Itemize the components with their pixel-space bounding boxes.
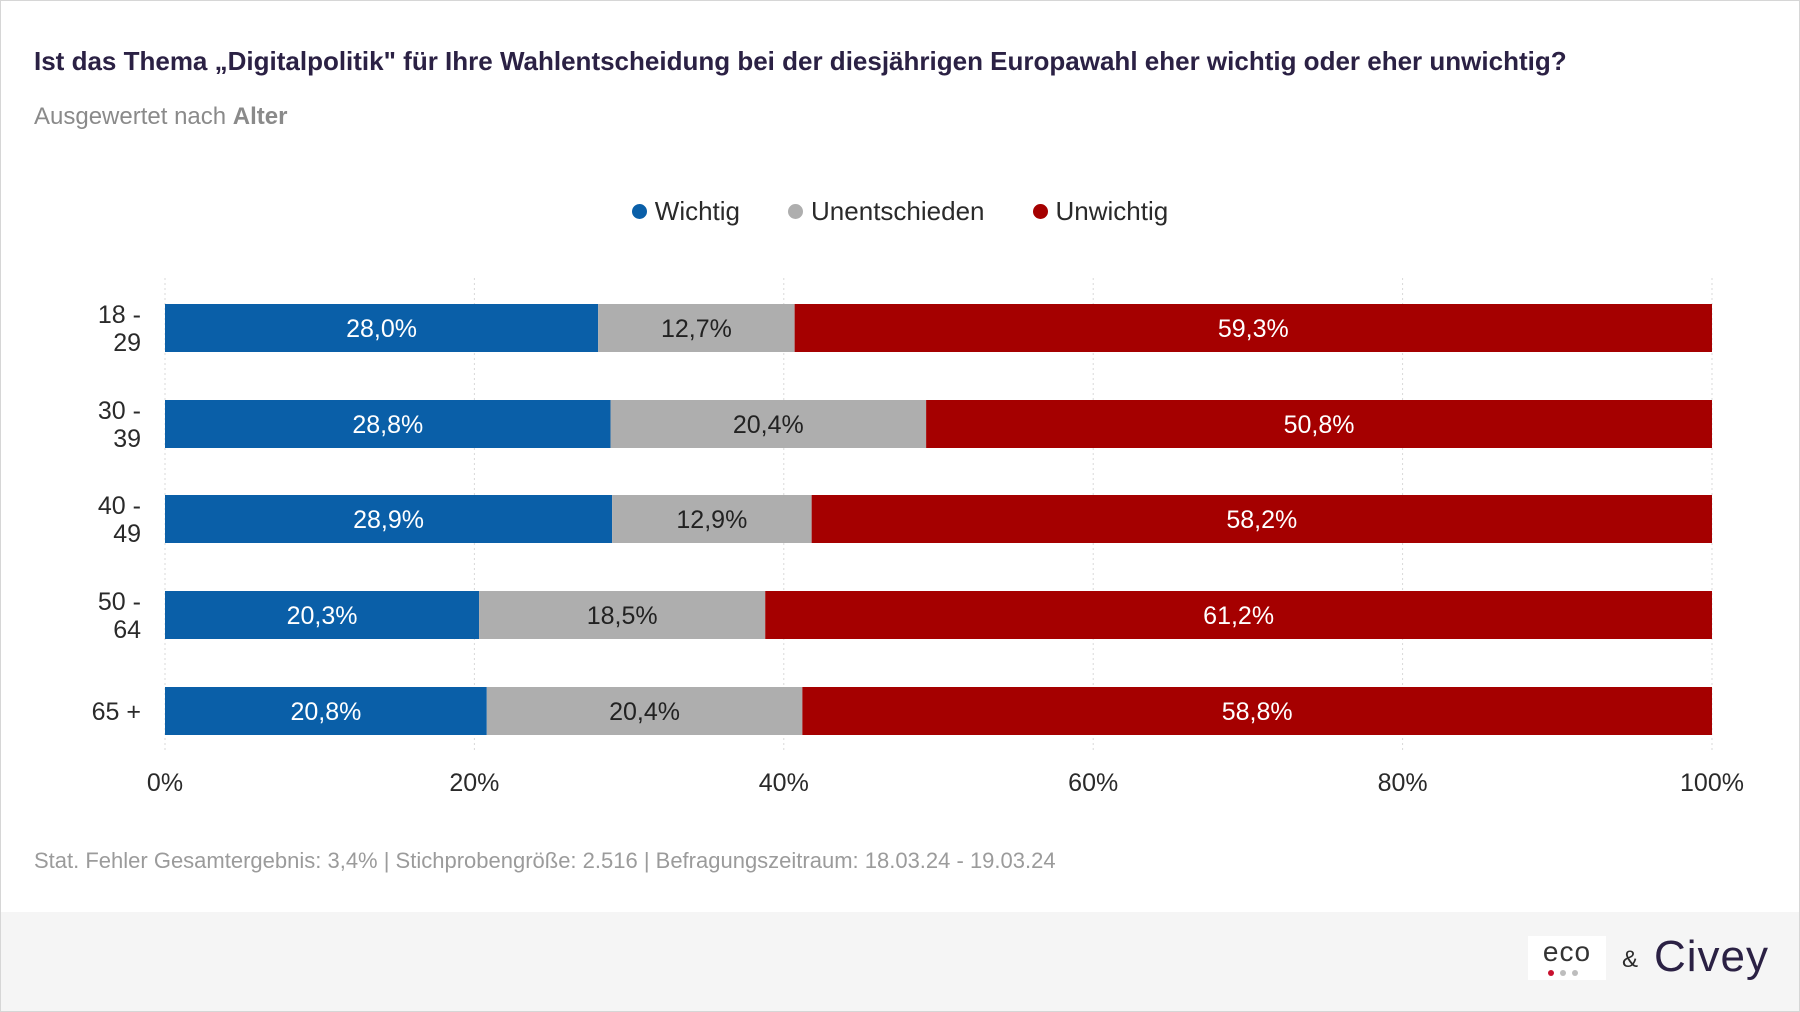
data-label: 20,3% bbox=[287, 602, 358, 630]
bar-segment bbox=[802, 687, 1712, 735]
bar-segment bbox=[765, 591, 1712, 639]
eco-logo: eco bbox=[1528, 936, 1606, 980]
bar-segment bbox=[165, 304, 599, 352]
legend-swatch bbox=[788, 204, 804, 219]
subtitle-prefix: Ausgewertet nach bbox=[34, 103, 227, 130]
data-label: 58,2% bbox=[1226, 506, 1297, 534]
legend: Wichtig Unentschieden Unwichtig bbox=[0, 196, 1800, 227]
bar-segment bbox=[612, 495, 812, 543]
x-tick-label: 80% bbox=[1378, 769, 1428, 797]
x-tick-label: 40% bbox=[759, 769, 809, 797]
eco-dot bbox=[1560, 970, 1566, 976]
legend-swatch bbox=[631, 204, 647, 219]
bar-segment bbox=[165, 687, 487, 735]
bar-segment bbox=[165, 591, 480, 639]
data-label: 12,7% bbox=[661, 315, 732, 343]
y-category-label: 18 - bbox=[98, 301, 141, 329]
chart-subtitle: Ausgewertet nach Alter bbox=[34, 103, 287, 131]
legend-item: Unwichtig bbox=[1032, 196, 1169, 227]
legend-label: Unentschieden bbox=[811, 196, 985, 226]
y-category-label: 40 - bbox=[98, 492, 141, 520]
eco-dot bbox=[1548, 970, 1554, 976]
x-tick-label: 100% bbox=[1680, 769, 1744, 797]
data-label: 59,3% bbox=[1218, 315, 1289, 343]
data-label: 58,8% bbox=[1222, 698, 1293, 726]
data-label: 18,5% bbox=[587, 602, 658, 630]
y-category-label: 29 bbox=[113, 329, 141, 357]
eco-logo-text: eco bbox=[1542, 936, 1592, 967]
bar-segment bbox=[610, 400, 927, 448]
legend-label: Wichtig bbox=[654, 196, 741, 226]
bar-segment bbox=[794, 304, 1712, 352]
bar-segment bbox=[811, 495, 1712, 543]
footnote: Stat. Fehler Gesamtergebnis: 3,4% | Stic… bbox=[34, 848, 1056, 873]
legend-label: Unwichtig bbox=[1055, 196, 1169, 226]
data-label: 61,2% bbox=[1203, 602, 1274, 630]
eco-logo-dots bbox=[1548, 970, 1578, 976]
y-category-label: 50 - bbox=[98, 588, 141, 616]
data-label: 20,4% bbox=[733, 411, 804, 439]
data-label: 50,8% bbox=[1284, 411, 1355, 439]
bar-segment bbox=[479, 591, 766, 639]
chart-title: Ist das Thema „Digitalpolitik" für Ihre … bbox=[34, 46, 1567, 76]
y-category-label: 64 bbox=[113, 616, 141, 644]
bar-segment bbox=[486, 687, 803, 735]
footer-bar bbox=[1, 912, 1799, 1011]
eco-dot bbox=[1572, 970, 1578, 976]
legend-item: Wichtig bbox=[631, 196, 741, 227]
bar-segment bbox=[165, 400, 611, 448]
x-tick-label: 20% bbox=[449, 769, 499, 797]
bar-segment bbox=[165, 495, 613, 543]
y-category-label: 65 + bbox=[92, 698, 141, 726]
data-label: 28,8% bbox=[352, 411, 423, 439]
data-label: 20,8% bbox=[290, 698, 361, 726]
data-label: 20,4% bbox=[609, 698, 680, 726]
legend-item: Unentschieden bbox=[788, 196, 985, 227]
bar-segment bbox=[598, 304, 795, 352]
legend-swatch bbox=[1032, 204, 1048, 219]
logo-ampersand: & bbox=[1622, 946, 1639, 973]
bar-segment bbox=[926, 400, 1712, 448]
y-category-label: 30 - bbox=[98, 397, 141, 425]
stacked-bar-chart: 0% 20% 40% 60% 80% 100% 28,0% 12,7% 59,3% 18 -29 2… bbox=[92, 278, 1744, 797]
data-label: 12,9% bbox=[676, 506, 747, 534]
data-label: 28,0% bbox=[346, 315, 417, 343]
x-tick-label: 0% bbox=[147, 769, 183, 797]
y-category-label: 39 bbox=[113, 425, 141, 453]
x-tick-label: 60% bbox=[1068, 769, 1118, 797]
subtitle-bold: Alter bbox=[232, 103, 288, 130]
data-label: 28,9% bbox=[353, 506, 424, 534]
civey-logo: Civey bbox=[1654, 932, 1770, 981]
y-category-label: 49 bbox=[113, 520, 141, 548]
